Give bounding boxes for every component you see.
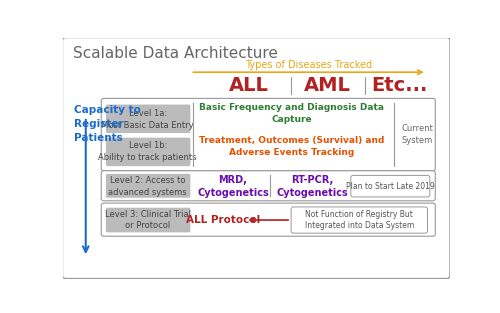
Text: Level 1b:
Ability to track patients: Level 1b: Ability to track patients	[98, 141, 197, 162]
FancyBboxPatch shape	[106, 138, 190, 166]
Text: Treatment, Outcomes (Survival) and
Adverse Events Tracking: Treatment, Outcomes (Survival) and Adver…	[199, 136, 384, 156]
Text: Basic Frequency and Diagnosis Data
Capture: Basic Frequency and Diagnosis Data Captu…	[200, 103, 384, 124]
Text: Plan to Start Late 2019: Plan to Start Late 2019	[346, 182, 434, 191]
Text: RT-PCR,
Cytogenetics: RT-PCR, Cytogenetics	[276, 175, 348, 198]
Text: Etc...: Etc...	[372, 76, 428, 95]
Text: Current
System: Current System	[402, 124, 434, 145]
Text: Not Function of Registry But
Integrated into Data System: Not Function of Registry But Integrated …	[304, 210, 414, 230]
FancyBboxPatch shape	[106, 208, 190, 232]
Text: Level 3: Clinical Trial
or Protocol: Level 3: Clinical Trial or Protocol	[105, 210, 191, 230]
FancyBboxPatch shape	[351, 175, 430, 197]
Text: MRD,
Cytogenetics: MRD, Cytogenetics	[197, 175, 269, 198]
Text: Scalable Data Architecture: Scalable Data Architecture	[74, 46, 278, 61]
Text: Level 1a:
Most Basic Data Entry: Level 1a: Most Basic Data Entry	[102, 109, 194, 130]
FancyBboxPatch shape	[62, 38, 450, 279]
Text: AML: AML	[304, 76, 351, 95]
Text: Level 2: Access to
advanced systems: Level 2: Access to advanced systems	[108, 176, 187, 197]
Text: Types of Diseases Tracked: Types of Diseases Tracked	[246, 60, 372, 70]
Text: Capacity to
Register
Patients: Capacity to Register Patients	[74, 105, 141, 142]
Text: ALL: ALL	[228, 76, 268, 95]
FancyBboxPatch shape	[106, 174, 190, 198]
FancyBboxPatch shape	[101, 203, 436, 236]
FancyBboxPatch shape	[101, 171, 436, 201]
FancyBboxPatch shape	[106, 105, 190, 133]
Text: ALL Protocol: ALL Protocol	[186, 215, 260, 225]
FancyBboxPatch shape	[291, 207, 428, 233]
FancyBboxPatch shape	[101, 98, 436, 171]
